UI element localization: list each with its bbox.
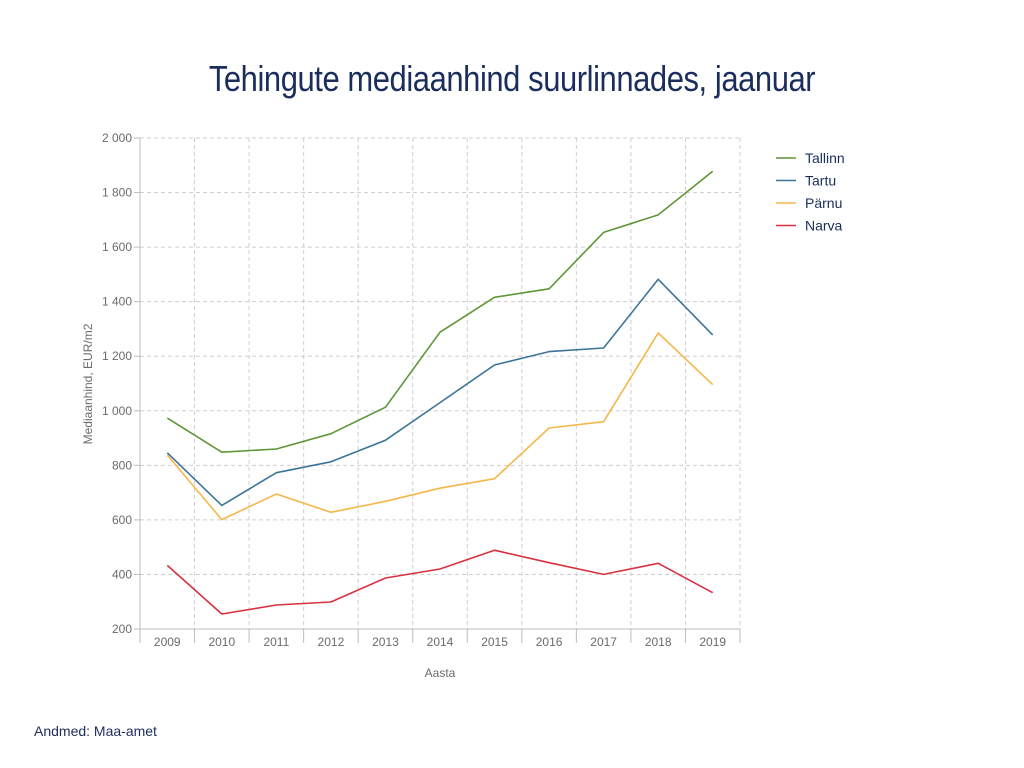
series-line-narva: [166, 549, 714, 615]
y-tick-label: 600: [112, 513, 132, 527]
legend-label: Narva: [805, 218, 843, 234]
x-tick-label: 2012: [318, 635, 345, 649]
x-tick-label: 2015: [481, 635, 508, 649]
legend: Tallinn Tartu Pärnu Narva: [776, 150, 845, 234]
series-line-tallinn: [166, 170, 714, 454]
y-tick-label: 200: [112, 622, 132, 636]
x-axis-label: Aasta: [425, 666, 456, 680]
y-tick-label: 800: [112, 458, 132, 472]
series-lines: [166, 170, 714, 615]
y-tick-label: 1 200: [102, 349, 132, 363]
y-tick-label: 1 400: [102, 295, 132, 309]
y-axis-label: Mediaanhind, EUR/m2: [81, 323, 95, 444]
source-note: Andmed: Maa-amet: [34, 723, 157, 739]
x-tick-label: 2009: [154, 635, 181, 649]
x-tick-label: 2016: [536, 635, 563, 649]
legend-label: Tallinn: [805, 150, 845, 166]
axes: 200 400 600 800 1 000 1 200 1 400 1 600 1 800 2 0…: [102, 131, 741, 649]
chart-title: Tehingute mediaanhind suurlinnades, jaan…: [208, 58, 816, 99]
series-line-pärnu: [166, 332, 714, 521]
series-line-tartu: [166, 278, 714, 507]
y-tick-label: 400: [112, 567, 132, 581]
legend-label: Tartu: [805, 173, 836, 189]
x-tick-label: 2017: [590, 635, 617, 649]
y-tick-label: 1 600: [102, 240, 132, 254]
y-tick-label: 1 000: [102, 404, 132, 418]
x-tick-label: 2019: [699, 635, 726, 649]
x-tick-label: 2010: [208, 635, 235, 649]
x-tick-label: 2011: [263, 635, 289, 649]
y-tick-label: 2 000: [102, 131, 132, 145]
x-tick-label: 2014: [427, 635, 454, 649]
x-tick-label: 2018: [645, 635, 672, 649]
legend-label: Pärnu: [805, 195, 842, 211]
x-tick-label: 2013: [372, 635, 399, 649]
y-tick-label: 1 800: [102, 186, 132, 200]
grid-lines: [140, 137, 741, 629]
